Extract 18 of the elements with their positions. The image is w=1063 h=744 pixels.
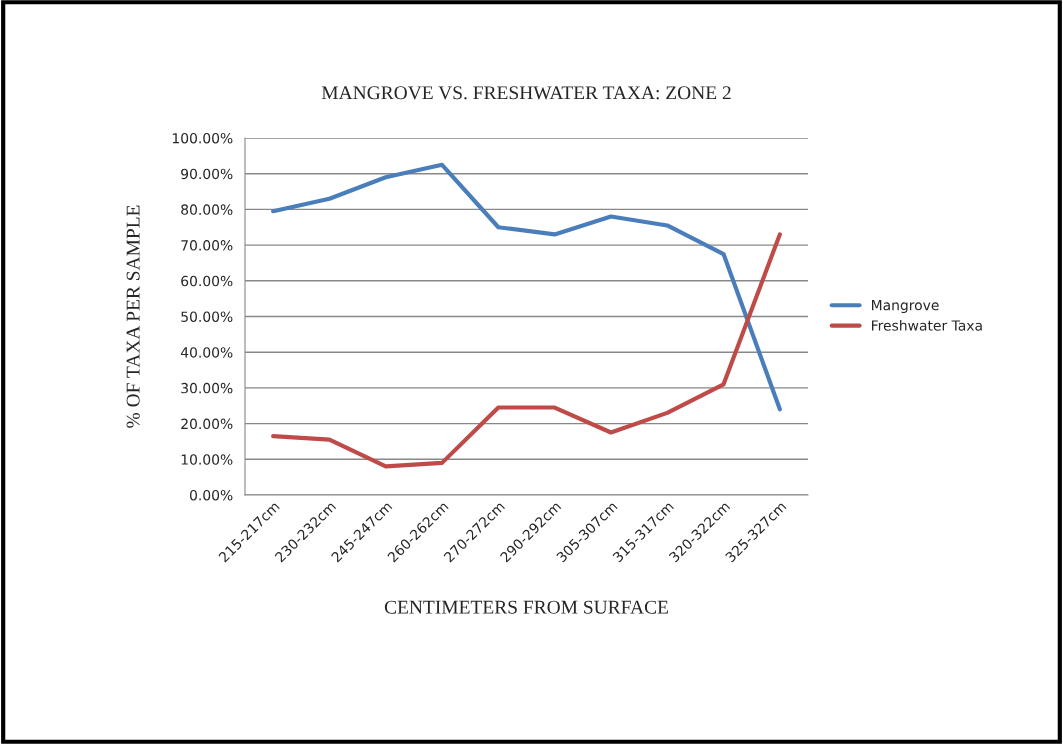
y-axis-title: % OF TAXA PER SAMPLE — [126, 205, 140, 428]
x-axis-title: CENTIMETERS FROM SURFACE — [384, 600, 668, 614]
y-tick-label: 30.00% — [181, 382, 233, 394]
y-tick-label: 80.00% — [181, 204, 233, 215]
legend-label: Freshwater Taxa — [872, 319, 982, 331]
y-tick-label: 100.00% — [172, 132, 233, 144]
y-tick-label: 70.00% — [181, 240, 233, 251]
line-series — [271, 232, 782, 469]
y-tick-label: 40.00% — [180, 347, 233, 358]
y-tick-label: 50.00% — [181, 311, 233, 322]
y-tick-label: 10.00% — [181, 454, 233, 465]
y-tick-label: 0.00% — [189, 489, 233, 501]
y-tick-label: 60.00% — [181, 275, 233, 287]
chart-title: MANGROVE VS. FRESHWATER TAXA: ZONE 2 — [321, 86, 731, 100]
legend-label: Mangrove — [872, 300, 939, 314]
y-tick-label: 90.00% — [181, 168, 233, 180]
y-tick-label: 20.00% — [181, 418, 233, 430]
line-series — [271, 162, 782, 412]
